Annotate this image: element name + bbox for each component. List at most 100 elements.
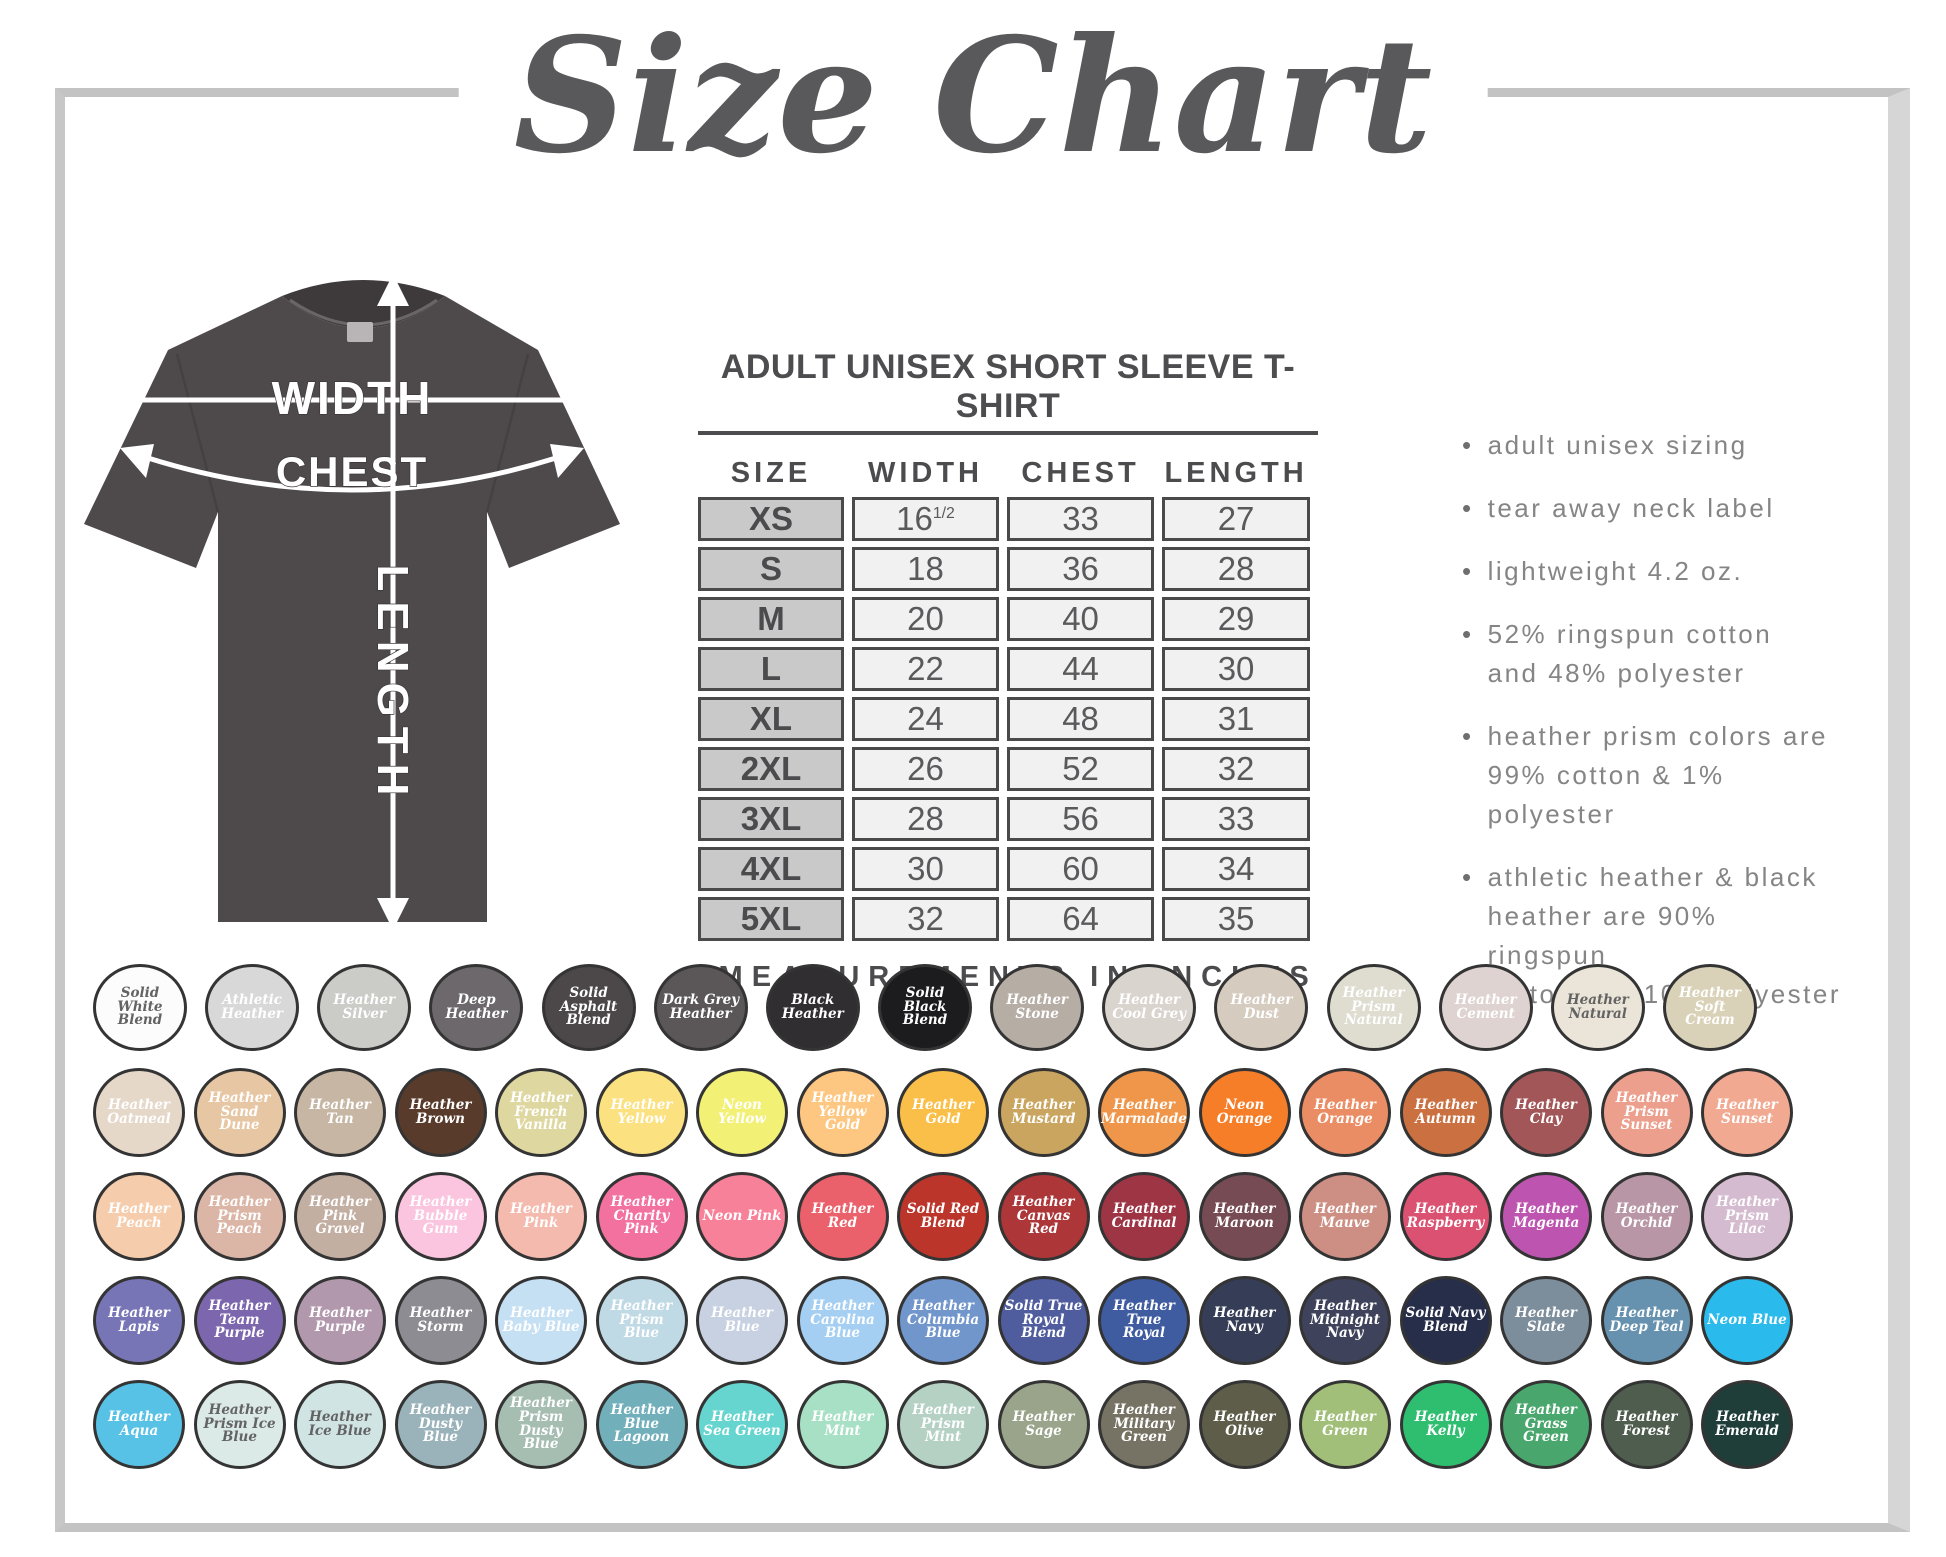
- swatch-heather-slate: Heather Slate: [1500, 1276, 1592, 1365]
- swatch-heather-canvas-red: Heather Canvas Red: [997, 1172, 1090, 1261]
- swatch-heather-prism-ice-blue: Heather Prism Ice Blue: [193, 1380, 286, 1469]
- chest-cell-s: 36: [1007, 547, 1155, 591]
- swatch-heather-clay: Heather Clay: [1500, 1068, 1592, 1157]
- swatch-heather-deep-teal: Heather Deep Teal: [1600, 1276, 1693, 1365]
- size-row-5xl: 5XL 32 64 35: [698, 897, 1310, 941]
- width-arrowhead-right: [572, 384, 604, 416]
- length-cell-4xl: 34: [1162, 847, 1310, 891]
- width-cell-s: 18: [851, 547, 999, 591]
- swatch-heather-true-royal: Heather True Royal: [1098, 1276, 1190, 1365]
- feature-item-1: • adult unisex sizing: [1462, 426, 1842, 465]
- chest-arrowhead-right: [550, 444, 584, 478]
- chest-cell-4xl: 60: [1007, 847, 1155, 891]
- bullet-dot: •: [1462, 493, 1474, 523]
- neck-tag: [347, 322, 373, 342]
- swatch-heather-prism-blue: Heather Prism Blue: [595, 1276, 688, 1365]
- length-cell-xl: 31: [1162, 697, 1310, 741]
- swatch-heather-autumn: Heather Autumn: [1399, 1068, 1492, 1157]
- size-cell-xl: XL: [698, 697, 844, 741]
- feature-item-2: • tear away neck label: [1462, 489, 1842, 528]
- swatch-heather-cement: Heather Cement: [1438, 964, 1533, 1051]
- swatch-solid-asphalt-blend: Solid Asphalt Blend: [541, 964, 636, 1051]
- width-cell-m: 20: [851, 597, 999, 641]
- feature-list: • adult unisex sizing • tear away neck labe…: [1462, 426, 1842, 1038]
- swatch-heather-carolina-blue: Heather Carolina Blue: [796, 1276, 889, 1365]
- page-title: Size Chart: [458, 0, 1488, 212]
- chest-arrow-label: CHEST: [276, 448, 428, 495]
- swatch-heather-prism-peach: Heather Prism Peach: [193, 1172, 286, 1261]
- length-arrowhead-top: [377, 274, 409, 306]
- swatch-heather-team-purple: Heather Team Purple: [193, 1276, 286, 1365]
- chest-cell-xl: 48: [1007, 697, 1155, 741]
- swatch-heather-columbia-blue: Heather Columbia Blue: [897, 1276, 989, 1365]
- size-cell-3xl: 3XL: [698, 797, 844, 841]
- width-cell-xs: 161/2: [851, 497, 999, 541]
- feature-item-5: • heather prism colors are 99% cotton & 1…: [1462, 717, 1842, 834]
- swatch-heather-tan: Heather Tan: [294, 1068, 386, 1157]
- size-row-m: M 20 40 29: [698, 597, 1310, 641]
- size-cell-s: S: [698, 547, 844, 591]
- swatch-heather-olive: Heather Olive: [1198, 1380, 1291, 1469]
- size-row-s: S 18 36 28: [698, 547, 1310, 591]
- chest-cell-5xl: 64: [1007, 897, 1155, 941]
- size-row-l: L 22 44 30: [698, 647, 1310, 691]
- length-cell-xs: 27: [1162, 497, 1310, 541]
- length-cell-s: 28: [1162, 547, 1310, 591]
- swatch-heather-lapis: Heather Lapis: [93, 1276, 185, 1365]
- swatch-heather-blue: Heather Blue: [696, 1276, 788, 1365]
- size-cell-5xl: 5XL: [698, 897, 844, 941]
- swatch-heather-green: Heather Green: [1299, 1380, 1391, 1469]
- feature-text: heather prism colors are 99% cotton & 1%…: [1487, 721, 1828, 829]
- swatch-heather-stone: Heather Stone: [990, 964, 1085, 1051]
- swatch-heather-brown: Heather Brown: [394, 1068, 487, 1157]
- swatch-heather-dusty-blue: Heather Dusty Blue: [394, 1380, 487, 1469]
- swatch-heather-navy: Heather Navy: [1198, 1276, 1291, 1365]
- swatch-heather-natural: Heather Natural: [1550, 964, 1645, 1051]
- feature-text: tear away neck label: [1487, 493, 1775, 523]
- swatch-heather-prism-sunset: Heather Prism Sunset: [1600, 1068, 1693, 1157]
- chest-cell-2xl: 52: [1007, 747, 1155, 791]
- swatch-heather-aqua: Heather Aqua: [93, 1380, 185, 1469]
- width-cell-5xl: 32: [851, 897, 999, 941]
- swatch-heather-charity-pink: Heather Charity Pink: [595, 1172, 688, 1261]
- swatch-heather-pink-gravel: Heather Pink Gravel: [294, 1172, 386, 1261]
- column-header-length: LENGTH: [1164, 456, 1308, 489]
- column-header-chest: CHEST: [1021, 456, 1140, 489]
- swatch-heather-oatmeal: Heather Oatmeal: [93, 1068, 185, 1157]
- chest-cell-m: 40: [1007, 597, 1155, 641]
- swatch-heather-french-vanilla: Heather French Vanilla: [495, 1068, 587, 1157]
- width-arrow-label: WIDTH: [272, 372, 433, 424]
- swatch-heather-storm: Heather Storm: [394, 1276, 487, 1365]
- chest-arrowhead-left: [120, 444, 154, 478]
- swatch-heather-magenta: Heather Magenta: [1500, 1172, 1592, 1261]
- column-header-size: SIZE: [730, 456, 812, 489]
- feature-item-4: • 52% ringspun cotton and 48% polyester: [1462, 615, 1842, 693]
- tshirt-diagram: WIDTH CHEST LENGTH: [84, 274, 620, 930]
- swatch-heather-blue-lagoon: Heather Blue Lagoon: [595, 1380, 688, 1469]
- length-cell-l: 30: [1162, 647, 1310, 691]
- swatch-row-4: Heather Lapis Heather Team Purple Heather …: [93, 1276, 1793, 1365]
- swatch-black-heather: Black Heather: [765, 964, 860, 1051]
- swatch-solid-white-blend: Solid White Blend: [93, 964, 187, 1051]
- swatch-heather-orchid: Heather Orchid: [1600, 1172, 1693, 1261]
- swatch-heather-marmalade: Heather Marmalade: [1098, 1068, 1190, 1157]
- swatch-solid-navy-blend: Solid Navy Blend: [1399, 1276, 1492, 1365]
- swatch-heather-military-green: Heather Military Green: [1098, 1380, 1190, 1469]
- swatch-heather-sage: Heather Sage: [997, 1380, 1090, 1469]
- swatch-heather-pink: Heather Pink: [495, 1172, 587, 1261]
- size-row-xs: XS 161/2 33 27: [698, 497, 1310, 541]
- swatch-heather-maroon: Heather Maroon: [1198, 1172, 1291, 1261]
- feature-text: 52% ringspun cotton and 48% polyester: [1487, 619, 1773, 688]
- swatch-heather-forest: Heather Forest: [1600, 1380, 1693, 1469]
- swatch-dark-grey-heather: Dark Grey Heather: [653, 964, 748, 1051]
- size-cell-4xl: 4XL: [698, 847, 844, 891]
- chest-cell-3xl: 56: [1007, 797, 1155, 841]
- swatch-heather-ice-blue: Heather Ice Blue: [294, 1380, 386, 1469]
- swatch-heather-emerald: Heather Emerald: [1701, 1380, 1793, 1469]
- swatch-heather-red: Heather Red: [796, 1172, 889, 1261]
- size-cell-l: L: [698, 647, 844, 691]
- swatch-heather-prism-dusty-blue: Heather Prism Dusty Blue: [495, 1380, 587, 1469]
- swatch-heather-silver: Heather Silver: [317, 964, 412, 1051]
- width-cell-2xl: 26: [851, 747, 999, 791]
